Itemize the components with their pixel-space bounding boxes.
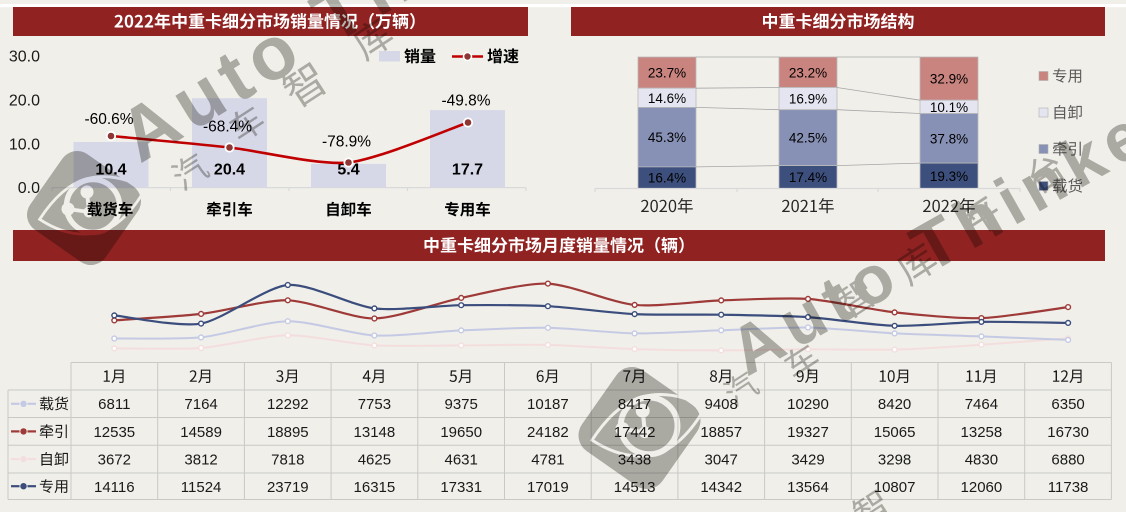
svg-text:23.2%: 23.2%	[789, 65, 827, 80]
svg-text:10.1%: 10.1%	[930, 100, 968, 115]
svg-text:10290: 10290	[787, 396, 829, 413]
svg-text:3047: 3047	[705, 452, 738, 469]
svg-text:19327: 19327	[787, 424, 829, 441]
svg-text:17.4%: 17.4%	[789, 170, 827, 185]
svg-text:23.7%: 23.7%	[648, 66, 686, 81]
svg-text:10.0: 10.0	[9, 136, 40, 153]
svg-text:16.4%: 16.4%	[648, 171, 686, 186]
svg-text:14116: 14116	[94, 479, 135, 496]
svg-text:13564: 13564	[787, 479, 829, 496]
svg-text:30.0: 30.0	[9, 49, 40, 66]
svg-text:Auto Thinker: Auto Thinker	[104, 0, 614, 178]
svg-text:45.3%: 45.3%	[648, 130, 686, 145]
svg-text:8420: 8420	[878, 396, 911, 413]
svg-text:11524: 11524	[181, 479, 222, 496]
svg-text:20.0: 20.0	[9, 93, 40, 110]
svg-text:17.7: 17.7	[452, 162, 483, 179]
svg-text:6350: 6350	[1051, 396, 1084, 413]
svg-text:12060: 12060	[961, 479, 1003, 496]
svg-text:42.5%: 42.5%	[789, 131, 827, 146]
svg-text:6811: 6811	[98, 396, 130, 413]
svg-text:7818: 7818	[271, 452, 304, 469]
svg-text:6880: 6880	[1051, 452, 1084, 469]
svg-text:19.3%: 19.3%	[930, 169, 968, 184]
svg-text:-60.6%: -60.6%	[84, 111, 133, 128]
svg-text:16.9%: 16.9%	[789, 92, 827, 107]
svg-text:-68.4%: -68.4%	[203, 119, 252, 136]
svg-text:20.4: 20.4	[214, 162, 245, 179]
svg-text:10807: 10807	[874, 479, 916, 496]
svg-text:16315: 16315	[354, 479, 396, 496]
svg-text:13148: 13148	[354, 424, 396, 441]
svg-text:16730: 16730	[1047, 424, 1089, 441]
svg-text:3429: 3429	[791, 452, 824, 469]
svg-text:13258: 13258	[961, 424, 1003, 441]
svg-text:3298: 3298	[878, 452, 911, 469]
svg-text:12292: 12292	[267, 396, 309, 413]
svg-text:14589: 14589	[180, 424, 222, 441]
svg-text:17331: 17331	[440, 479, 482, 496]
svg-text:3672: 3672	[98, 452, 131, 469]
svg-text:19650: 19650	[440, 424, 482, 441]
svg-text:5.4: 5.4	[337, 162, 359, 179]
svg-text:-49.8%: -49.8%	[441, 93, 490, 110]
svg-text:4625: 4625	[358, 452, 391, 469]
svg-text:0.0: 0.0	[18, 180, 40, 197]
svg-text:32.9%: 32.9%	[930, 72, 968, 87]
svg-text:23719: 23719	[267, 479, 309, 496]
svg-text:9375: 9375	[445, 396, 478, 413]
svg-text:17019: 17019	[527, 479, 569, 496]
svg-text:14342: 14342	[700, 479, 742, 496]
svg-text:10187: 10187	[527, 396, 569, 413]
svg-text:7464: 7464	[965, 396, 998, 413]
svg-text:18857: 18857	[700, 424, 742, 441]
svg-text:24182: 24182	[527, 424, 569, 441]
svg-text:7753: 7753	[358, 396, 391, 413]
svg-text:11738: 11738	[1048, 479, 1089, 496]
svg-text:37.8%: 37.8%	[930, 131, 968, 146]
svg-text:4781: 4781	[531, 452, 564, 469]
svg-text:Auto Thinker: Auto Thinker	[717, 76, 1126, 390]
svg-text:9408: 9408	[705, 396, 738, 413]
svg-text:-78.9%: -78.9%	[322, 134, 371, 151]
svg-text:7164: 7164	[184, 396, 217, 413]
svg-text:4631: 4631	[445, 452, 478, 469]
svg-text:3812: 3812	[184, 452, 217, 469]
svg-text:14.6%: 14.6%	[648, 91, 686, 106]
svg-text:15065: 15065	[874, 424, 916, 441]
svg-text:18895: 18895	[267, 424, 309, 441]
svg-text:12535: 12535	[93, 424, 135, 441]
svg-text:4830: 4830	[965, 452, 998, 469]
